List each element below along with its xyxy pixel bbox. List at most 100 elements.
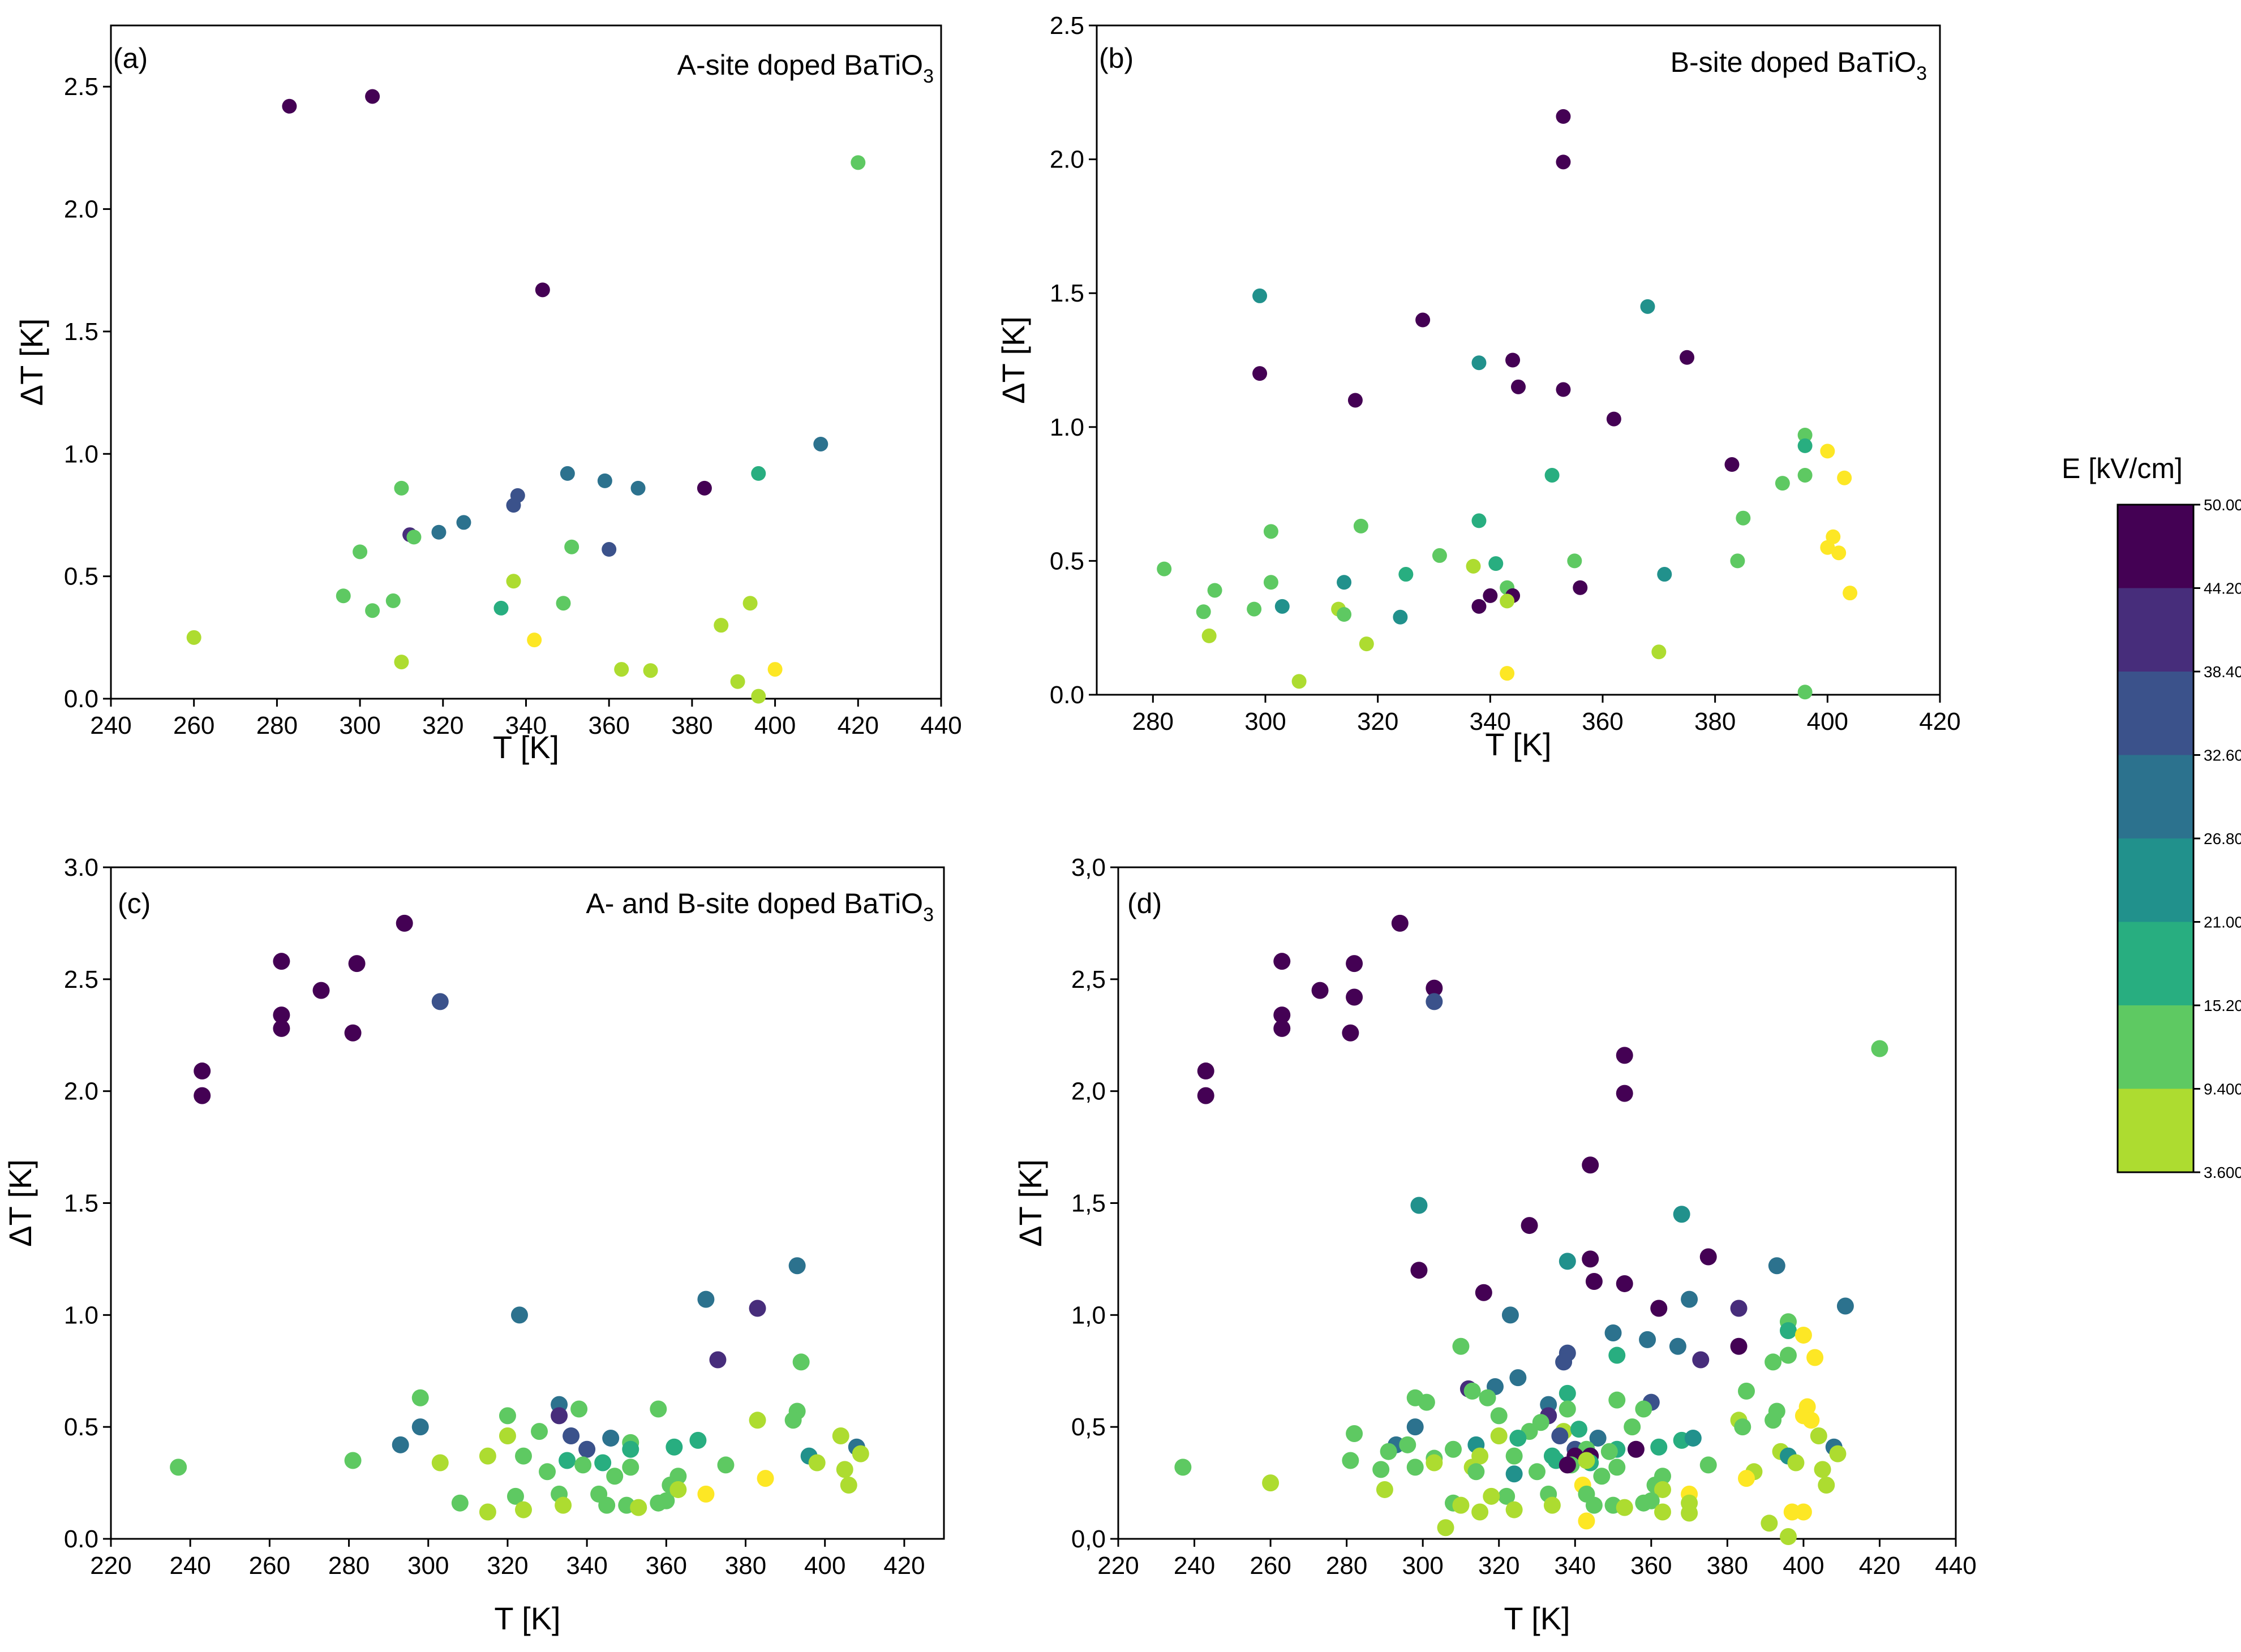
x-tick-label: 240 xyxy=(169,1552,211,1580)
x-tick-label: 340 xyxy=(1470,708,1511,735)
data-point xyxy=(1738,1382,1755,1400)
data-point xyxy=(1521,1217,1538,1234)
data-point xyxy=(1544,467,1560,483)
data-point xyxy=(1616,1499,1633,1516)
data-point xyxy=(1820,444,1835,459)
x-tick-label: 300 xyxy=(407,1552,449,1580)
colorbar-segment xyxy=(2118,755,2193,839)
panel-c-title: A- and B-site doped BaTiO3 xyxy=(586,888,934,926)
y-tick-label: 0.5 xyxy=(1050,547,1084,575)
data-point xyxy=(282,98,297,114)
x-tick-label: 280 xyxy=(1132,708,1174,735)
data-point xyxy=(1724,457,1740,472)
data-point xyxy=(499,1407,516,1425)
data-point xyxy=(1738,1470,1755,1487)
data-point xyxy=(1650,1300,1668,1317)
colorbar-segment xyxy=(2118,922,2193,1006)
data-point xyxy=(555,1496,572,1514)
data-point xyxy=(1467,1463,1485,1481)
y-axis-label: ΔT [K] xyxy=(2,1159,38,1247)
data-point xyxy=(1452,1337,1470,1355)
data-point xyxy=(1500,666,1515,681)
data-point xyxy=(1418,1393,1435,1411)
x-tick-label: 300 xyxy=(1402,1552,1443,1580)
x-tick-label: 420 xyxy=(1859,1552,1900,1580)
colorbar-segment xyxy=(2118,672,2193,755)
data-point xyxy=(411,1418,429,1436)
data-point xyxy=(1359,636,1374,652)
data-point xyxy=(1346,1425,1363,1443)
x-axis-label: T [K] xyxy=(1504,1601,1570,1636)
data-point xyxy=(312,982,330,999)
data-point xyxy=(1483,1487,1500,1505)
data-point xyxy=(717,1456,735,1474)
data-point xyxy=(1342,1024,1359,1042)
data-point xyxy=(563,1427,580,1444)
data-point xyxy=(1681,1290,1698,1308)
data-point xyxy=(1585,1272,1603,1290)
data-point xyxy=(1673,1206,1690,1223)
data-point xyxy=(348,955,366,973)
data-point xyxy=(578,1440,596,1458)
data-point xyxy=(606,1468,624,1485)
x-tick-label: 340 xyxy=(505,712,547,739)
data-point xyxy=(1479,1389,1496,1406)
colorbar-tick-label: 26.80 xyxy=(2204,830,2241,847)
x-axis-label: T [K] xyxy=(494,1601,560,1636)
y-tick-label: 1.0 xyxy=(1050,414,1084,441)
data-point xyxy=(1624,1418,1641,1436)
x-tick-label: 400 xyxy=(1807,708,1848,735)
data-point xyxy=(1814,1461,1831,1478)
data-point xyxy=(1730,1300,1748,1317)
data-point xyxy=(788,1257,806,1275)
data-point xyxy=(273,1006,290,1024)
data-point xyxy=(273,1019,290,1037)
y-tick-label: 0.5 xyxy=(64,563,98,591)
data-point xyxy=(1505,1465,1523,1483)
x-tick-label: 400 xyxy=(1783,1552,1824,1580)
data-point xyxy=(1426,1454,1443,1472)
data-point xyxy=(697,1290,715,1308)
data-point xyxy=(630,480,646,496)
x-tick-label: 240 xyxy=(1174,1552,1215,1580)
y-tick-label: 2.5 xyxy=(64,73,98,101)
y-tick-label: 3.0 xyxy=(64,854,98,881)
x-tick-label: 300 xyxy=(1244,708,1286,735)
y-tick-label: 2.5 xyxy=(1050,12,1084,40)
y-tick-label: 3,0 xyxy=(1071,854,1106,881)
data-point xyxy=(1488,556,1504,571)
data-point xyxy=(622,1459,639,1476)
x-tick-label: 220 xyxy=(90,1552,131,1580)
data-point xyxy=(1783,1503,1801,1521)
data-point xyxy=(1556,382,1571,397)
data-point xyxy=(431,1454,449,1472)
y-tick-label: 1.0 xyxy=(64,440,98,468)
panel-c-label: (c) xyxy=(118,888,151,919)
data-point xyxy=(1426,993,1443,1010)
data-point xyxy=(1157,561,1172,577)
data-point xyxy=(697,480,712,496)
data-point xyxy=(451,1494,469,1512)
data-point xyxy=(1337,575,1352,590)
data-point xyxy=(1342,1452,1359,1469)
data-point xyxy=(1471,513,1487,528)
data-point xyxy=(597,473,612,488)
data-point xyxy=(559,1452,576,1469)
data-point xyxy=(1559,1400,1576,1418)
x-tick-label: 340 xyxy=(566,1552,607,1580)
data-point xyxy=(749,1300,766,1317)
data-point xyxy=(1483,588,1498,603)
y-tick-label: 1,0 xyxy=(1071,1301,1106,1329)
data-point xyxy=(1274,599,1290,614)
data-point xyxy=(510,488,525,503)
data-point xyxy=(1810,1427,1827,1444)
data-point xyxy=(792,1353,810,1371)
data-point xyxy=(527,633,542,648)
data-point xyxy=(1505,352,1521,368)
data-point xyxy=(751,689,766,704)
y-tick-label: 2.0 xyxy=(64,1078,98,1105)
data-point xyxy=(1452,1496,1470,1514)
y-tick-label: 2.0 xyxy=(64,196,98,223)
panel-b: (b) B-site doped BaTiO3 280 300 320 340 360 3… xyxy=(995,12,1961,762)
data-point xyxy=(697,1485,715,1503)
